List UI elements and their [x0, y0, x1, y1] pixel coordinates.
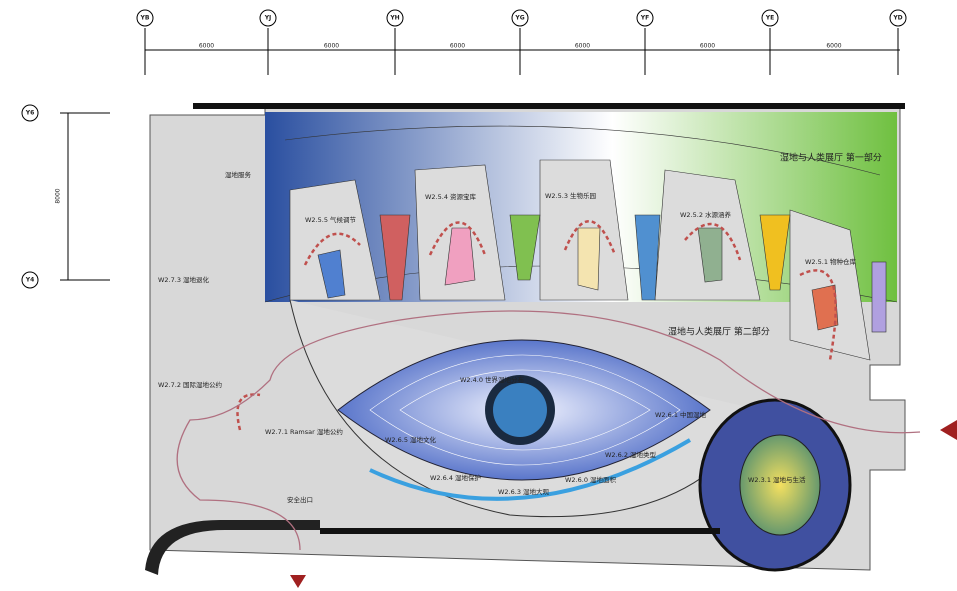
room-label: W2.7.3 湿地退化 — [158, 275, 210, 284]
axis-label: YE — [765, 15, 774, 22]
blue-rail — [369, 438, 692, 501]
labels: W2.5.5 气候调节 W2.5.4 资源宝库 W2.5.3 生物乐园 W2.5.2 … — [158, 152, 882, 497]
axis-bubble — [136, 9, 154, 27]
axis-bubble — [386, 9, 404, 27]
booths — [289, 159, 887, 361]
dimension: 6000 — [324, 43, 339, 50]
eye-ring — [369, 354, 681, 466]
flow-arrow — [236, 393, 261, 431]
flow-arrow — [428, 221, 487, 256]
flow-arrow — [799, 269, 837, 361]
room-label: W2.5.3 生物乐园 — [545, 191, 596, 200]
axis-label: YB — [140, 15, 150, 22]
room-label: W2.3.1 湿地与生活 — [748, 475, 806, 484]
room-label: W2.7.2 国际湿地公约 — [158, 380, 222, 389]
axis-grid: YB YJ YH YG YF YE YD 6000 6000 6000 6000 6000 6000 Y6… — [21, 9, 907, 289]
exit-label: 安全出口 — [287, 495, 313, 504]
row-dimension: 8000 — [55, 188, 62, 203]
room-label: W2.6.5 湿地文化 — [385, 435, 437, 444]
flow-arrow — [303, 232, 361, 266]
dimension: 6000 — [199, 43, 214, 50]
room-label: W2.6.1 中国湿地 — [655, 410, 707, 419]
room-label: W2.6.4 湿地保护 — [430, 473, 481, 482]
room-label: W2.6.0 湿地面积 — [565, 475, 617, 484]
axis-bubble — [761, 9, 779, 27]
room-label: W2.5.4 资源宝库 — [425, 192, 477, 201]
room-label: W2.5.2 水源涵养 — [680, 210, 732, 219]
axis-label: Y4 — [25, 277, 35, 284]
visitor-path — [176, 310, 921, 551]
wall — [193, 103, 905, 109]
dimension: 6000 — [575, 43, 590, 50]
exit-marker — [290, 575, 306, 588]
dimension: 6000 — [826, 43, 841, 50]
dimension: 6000 — [700, 43, 715, 50]
axis-label: YG — [514, 15, 524, 22]
room-label: 湿地服务 — [225, 170, 252, 179]
room-label: W2.6.3 湿地大观 — [498, 487, 550, 496]
room-label: W2.5.1 物种仓库 — [805, 257, 857, 266]
room-label: 湿地与人类展厅 第一部分 — [780, 152, 882, 164]
axis-label: YF — [640, 15, 649, 22]
axis-bubble — [21, 104, 39, 122]
axis-bubble — [21, 271, 39, 289]
room-label: W2.4.0 世界湿地分布 — [460, 375, 525, 384]
room-label: 湿地与人类展厅 第二部分 — [668, 326, 770, 338]
axis-bubble — [511, 9, 529, 27]
flow-arrow — [684, 222, 742, 261]
entry-marker — [940, 420, 957, 440]
axis-bubble — [889, 9, 907, 27]
axis-bubble — [259, 9, 277, 27]
axis-label: YD — [892, 15, 902, 22]
room-label: W2.5.5 气候调节 — [305, 215, 357, 224]
flow-arrow — [563, 220, 617, 256]
drum-core — [739, 434, 821, 536]
axis-label: YH — [389, 15, 399, 22]
arc — [284, 125, 881, 176]
room-label: W2.6.2 湿地类型 — [605, 450, 657, 459]
globe — [493, 383, 547, 437]
axis-bubble — [636, 9, 654, 27]
axis-label: Y6 — [25, 110, 35, 117]
eye-ring — [399, 369, 651, 451]
wall-curve — [145, 520, 320, 575]
axis-label: YJ — [264, 15, 272, 22]
room-label: W2.7.1 Ramsar 湿地公约 — [265, 427, 343, 436]
dimension: 6000 — [450, 43, 465, 50]
wall — [320, 528, 720, 534]
